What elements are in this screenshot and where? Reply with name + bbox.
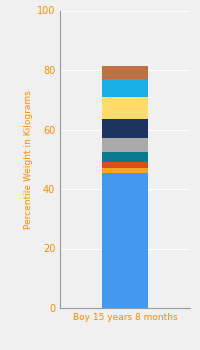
Bar: [102, 139, 148, 152]
Bar: [102, 119, 148, 138]
Bar: [102, 168, 148, 173]
Bar: [102, 162, 148, 168]
Bar: [102, 152, 148, 162]
Y-axis label: Percentile Weight in Kilograms: Percentile Weight in Kilograms: [24, 90, 33, 229]
Bar: [102, 65, 148, 79]
Bar: [102, 79, 148, 97]
Bar: [102, 173, 148, 308]
Bar: [102, 97, 148, 119]
